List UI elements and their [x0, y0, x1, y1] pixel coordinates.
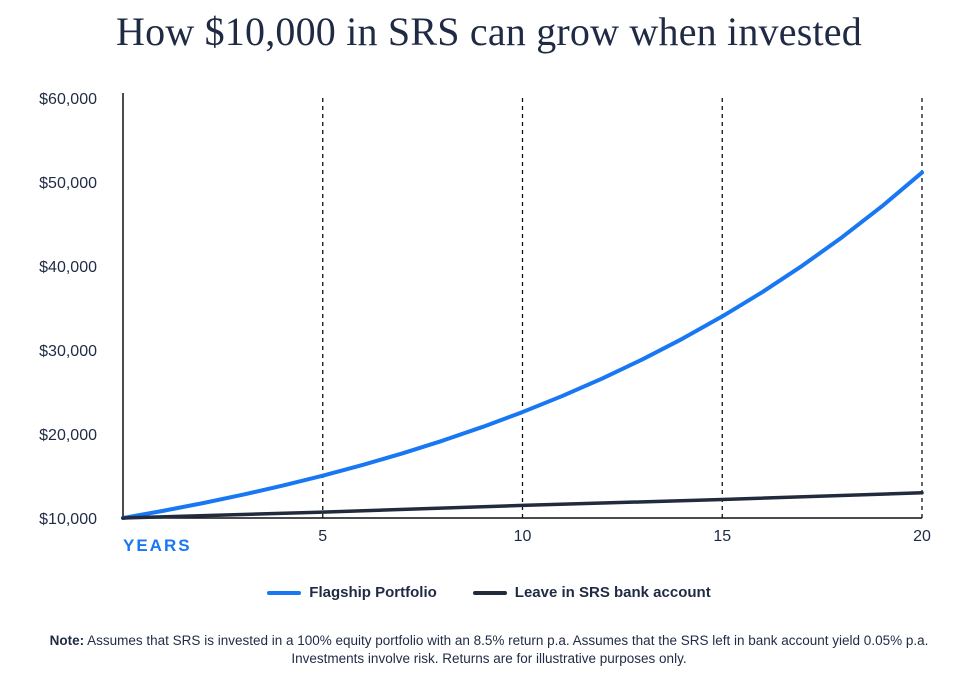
legend-item-flagship: Flagship Portfolio — [267, 584, 437, 601]
note-prefix: Note: — [49, 633, 85, 648]
y-tick-label: $50,000 — [39, 175, 97, 192]
series-line-flagship — [121, 170, 924, 520]
legend-item-bank: Leave in SRS bank account — [472, 584, 711, 601]
chart-title: How $10,000 in SRS can grow when investe… — [116, 9, 862, 54]
y-tick-label: $30,000 — [39, 343, 97, 360]
note-text: Assumes that SRS is invested in a 100% e… — [84, 633, 929, 666]
chart-area: $10,000 $20,000 $30,000 $40,000 $50,000 $60,0… — [39, 91, 931, 555]
y-tick-label: $10,000 — [39, 511, 97, 528]
x-tick-label: 20 — [913, 528, 931, 545]
x-tick-label: 10 — [514, 528, 532, 545]
legend-label-bank: Leave in SRS bank account — [514, 584, 711, 601]
legend: Flagship Portfolio Leave in SRS bank acc… — [0, 584, 978, 601]
series-line-bank — [121, 491, 924, 520]
y-tick-label: $40,000 — [39, 259, 97, 276]
y-tick-label: $20,000 — [39, 427, 97, 444]
legend-label-flagship: Flagship Portfolio — [309, 584, 437, 601]
x-axis-label: YEARS — [123, 536, 192, 555]
legend-swatch-flagship — [267, 590, 302, 595]
x-tick-label: 5 — [318, 528, 327, 545]
y-tick-label: $60,000 — [39, 91, 97, 108]
legend-swatch-bank — [472, 590, 507, 595]
footnote: Note: Assumes that SRS is invested in a … — [40, 632, 938, 668]
x-tick-label: 15 — [713, 528, 731, 545]
